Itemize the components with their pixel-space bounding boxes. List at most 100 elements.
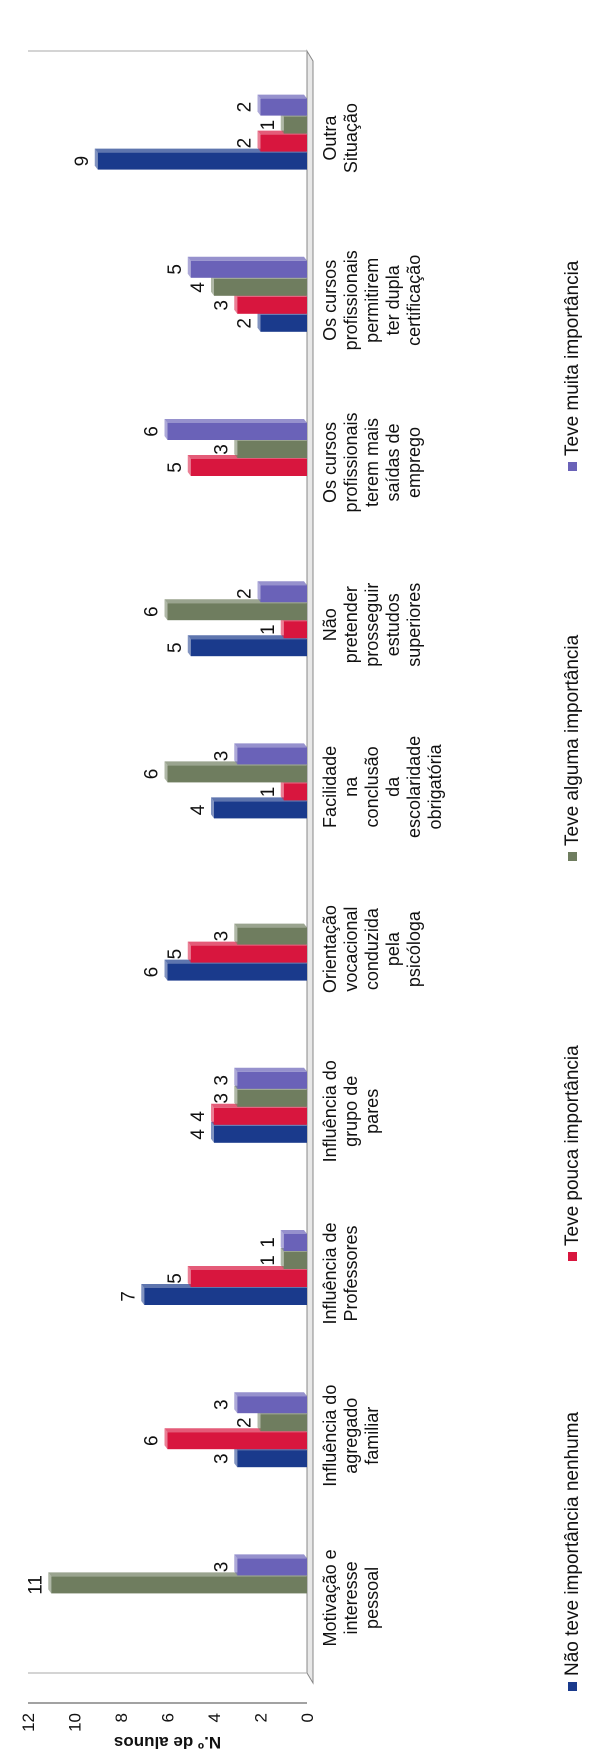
y-tick-label: 10 — [66, 1713, 85, 1732]
category-label-line: Orientação — [320, 905, 340, 993]
bar — [97, 152, 307, 170]
data-label: 4 — [188, 282, 209, 293]
y-tick-label: 8 — [112, 1713, 131, 1722]
bar-side — [234, 1392, 307, 1397]
data-label: 4 — [188, 1111, 209, 1122]
data-label: 3 — [211, 444, 232, 455]
category-label-line: escolaridade — [404, 736, 424, 838]
bar-top — [94, 148, 98, 170]
bar-top — [234, 437, 238, 458]
data-label: 3 — [211, 1562, 232, 1573]
bar-top — [141, 1284, 145, 1305]
bar-top — [211, 274, 214, 296]
bar-top — [257, 130, 261, 152]
category-label: Influência doagregadofamiliar — [320, 1385, 382, 1487]
bar — [260, 585, 307, 603]
bar-top — [211, 797, 214, 819]
bar-side — [257, 94, 307, 99]
bar — [214, 1125, 307, 1143]
bar — [190, 260, 307, 278]
bar — [167, 1432, 307, 1450]
data-label: 5 — [165, 264, 186, 275]
data-label: 7 — [118, 1291, 139, 1302]
data-label: 4 — [188, 1129, 209, 1140]
category-label-line: grupo de — [341, 1076, 361, 1147]
category-label-line: prosseguir — [362, 583, 382, 667]
category-label-line: terem mais — [362, 418, 382, 507]
category-label-line: da — [383, 776, 403, 797]
data-label: 6 — [142, 426, 163, 437]
y-tick-label: 4 — [205, 1713, 224, 1722]
y-axis-title: N.º de alunos — [114, 1733, 221, 1751]
category-label-line: conduzida — [362, 907, 382, 990]
category-label-line: Facilidade — [320, 746, 340, 828]
bar — [237, 441, 307, 458]
bar-side — [257, 581, 307, 586]
category-label-line: emprego — [404, 427, 424, 498]
chart-floor — [306, 49, 314, 1685]
data-label: 3 — [211, 931, 232, 942]
data-label: 5 — [165, 642, 186, 653]
category-label-line: certificação — [404, 255, 424, 346]
bar-side — [187, 1266, 307, 1270]
data-label: 3 — [211, 1453, 232, 1464]
bar — [260, 1414, 307, 1432]
bars — [48, 94, 307, 1594]
legend-label: Teve pouca importância — [562, 1045, 583, 1246]
category-label-line: conclusão — [362, 746, 382, 827]
bar — [237, 1450, 307, 1468]
legend-label: Não teve importância nenhuma — [562, 1412, 583, 1676]
legend-swatch — [568, 1252, 577, 1261]
bar — [214, 1107, 307, 1125]
category-label-line: interesse — [341, 1561, 361, 1634]
category-label-line: Os cursos — [320, 422, 340, 503]
bar — [190, 459, 307, 476]
category-label-line: Motivação e — [320, 1549, 340, 1646]
data-label: 3 — [211, 1093, 232, 1104]
category-label: Influência dogrupo depares — [320, 1060, 382, 1162]
bar-top — [164, 599, 168, 621]
category-label-line: permitirem — [362, 258, 382, 343]
bar-top — [234, 743, 238, 765]
category-label-line: psicóloga — [404, 910, 424, 987]
bar-top — [257, 1410, 261, 1432]
bar — [283, 116, 307, 134]
category-label: Os cursosprofissionaisterem maissaídas d… — [320, 412, 424, 512]
legend: Não teve importância nenhuma Teve pouca i… — [562, 260, 583, 1691]
bar-top — [257, 581, 261, 603]
bar-top — [164, 761, 168, 783]
category-label-line: superiores — [404, 583, 424, 667]
bar-top — [234, 1392, 238, 1414]
data-label: 5 — [165, 462, 186, 473]
bar-top — [234, 1554, 238, 1576]
bar-top — [234, 292, 238, 314]
bar-top — [164, 959, 168, 981]
bar-side — [234, 743, 307, 748]
category-label-line: saídas de — [383, 423, 403, 501]
bar-top — [187, 256, 191, 278]
category-label-line: obrigatória — [425, 743, 445, 829]
bar — [190, 639, 307, 657]
bar — [283, 1234, 307, 1251]
bar-top — [187, 1266, 191, 1287]
data-label: 1 — [258, 624, 279, 635]
bar-side — [234, 923, 307, 928]
category-label-line: familiar — [362, 1407, 382, 1465]
bar-top — [234, 923, 238, 945]
data-label: 6 — [142, 967, 163, 978]
bar — [260, 98, 307, 116]
bar-top — [187, 635, 191, 657]
data-label: 5 — [165, 949, 186, 960]
category-label-line: na — [341, 776, 361, 797]
bar — [167, 603, 307, 621]
category-labels: Motivação einteressepessoal Influência do… — [320, 103, 445, 1646]
bar — [237, 1396, 307, 1414]
bar-top — [257, 310, 261, 332]
bar-top — [280, 112, 284, 134]
bar — [237, 1558, 307, 1576]
bar-top — [211, 1103, 214, 1125]
bar-side — [234, 1554, 307, 1559]
category-label: Facilidadenaconclusãodaescolaridadeobrig… — [320, 736, 445, 838]
